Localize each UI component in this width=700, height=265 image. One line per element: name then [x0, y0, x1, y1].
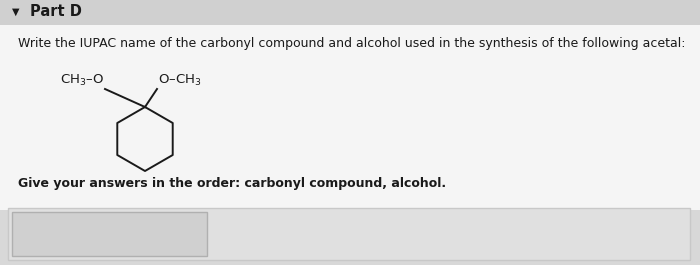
- Text: Give your answers in the order: carbonyl compound, alcohol.: Give your answers in the order: carbonyl…: [18, 177, 446, 190]
- Text: Write the IUPAC name of the carbonyl compound and alcohol used in the synthesis : Write the IUPAC name of the carbonyl com…: [18, 37, 685, 50]
- Text: ▼: ▼: [12, 7, 20, 17]
- Text: CH$_3$–O: CH$_3$–O: [60, 73, 104, 88]
- Text: O–CH$_3$: O–CH$_3$: [158, 73, 202, 88]
- Bar: [8, 208, 690, 260]
- Bar: [12, 212, 207, 256]
- Bar: [0, 0, 700, 25]
- Text: Part D: Part D: [30, 5, 82, 20]
- Bar: [0, 0, 700, 210]
